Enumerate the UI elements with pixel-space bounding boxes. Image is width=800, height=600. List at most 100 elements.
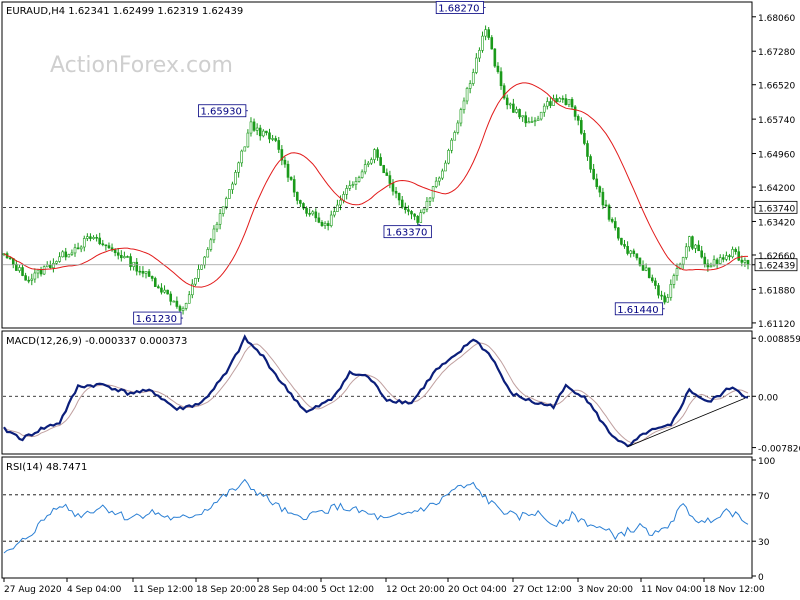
candle [147,269,151,277]
candle [527,117,531,124]
candle [55,260,58,265]
candle-body [15,263,18,271]
candle [36,269,40,279]
candle [635,253,639,261]
candle [512,98,515,113]
candle-body [493,48,497,67]
candle [215,221,219,233]
candle-body [326,223,330,226]
candle-body [654,280,657,286]
candle [320,220,324,227]
candle-body [394,190,398,194]
candle [169,291,173,306]
candle-body [160,287,163,293]
candle-body [271,138,274,140]
candle-body [502,85,506,99]
price-tick-label: 1.63420 [758,218,795,228]
candle [524,111,528,127]
candle [623,239,626,249]
candle [539,111,543,121]
candle-body [277,140,281,150]
price-tick-label: 1.62660 [758,252,795,262]
candle [647,267,651,279]
candle-body [36,269,40,274]
candle [478,47,481,62]
candle-body [644,267,648,271]
candle [530,116,534,123]
candle [684,243,688,260]
candle [660,290,663,300]
candle-body [635,253,639,259]
candle [428,197,432,207]
candle [447,148,450,165]
candle-body [388,175,392,184]
candle-body [339,199,342,206]
candle [502,83,506,100]
candle [123,251,126,259]
candle [620,237,623,246]
candle [206,247,210,258]
candle [382,164,386,174]
candle-body [484,29,487,37]
candle [558,96,561,103]
candle-body [425,200,429,210]
candle-body [444,162,447,172]
macd-tick-label: 0.008859 [758,335,800,345]
candle [262,129,265,138]
macd-tick-label: 0.00 [758,393,778,403]
candle-body [700,250,703,258]
candle [573,104,577,121]
candle [52,258,55,273]
candle [153,276,157,287]
candle-body [465,88,469,102]
candle-body [632,250,636,254]
candle-body [33,272,37,280]
x-tick-label: 11 Sep 12:00 [133,585,193,595]
candle-body [434,180,438,187]
rsi-line [3,478,749,554]
candle-body [650,277,654,282]
candle-body [413,213,416,217]
candle-body [508,103,512,106]
candle-body [598,186,602,193]
candle-body [323,223,327,226]
candle [533,117,537,127]
candle-body [215,223,219,230]
candle-body [573,106,577,117]
candle [366,161,370,168]
candle [388,170,392,189]
candle-body [120,255,123,259]
candle-body [672,275,676,285]
candle-body [688,236,691,248]
candle [654,277,657,290]
candle [268,128,271,144]
x-tick-label: 20 Oct 04:00 [448,585,507,595]
candle [8,256,12,260]
candle [397,192,401,206]
candle-body [126,256,129,258]
candle [567,98,571,108]
candle-body [471,72,475,84]
candle-body [657,285,660,296]
macd-signal-line [3,342,749,444]
candle-body [410,211,413,215]
candle-body [542,105,546,113]
candle [499,67,503,90]
candle [175,296,179,309]
candle-body [299,200,302,204]
candle [345,184,348,200]
candle [302,202,305,211]
price-tick-label: 1.61880 [758,286,795,296]
candle [694,244,697,254]
candle [249,117,253,137]
candle-body [524,115,528,124]
candle [234,169,237,186]
candle-body [385,172,389,176]
price-annotation: 1.68270 [435,1,486,15]
candle [700,245,703,259]
candle-body [456,122,460,133]
rsi-panel-frame [1,456,753,579]
candle [508,102,512,109]
last-price-label-box [754,258,798,272]
